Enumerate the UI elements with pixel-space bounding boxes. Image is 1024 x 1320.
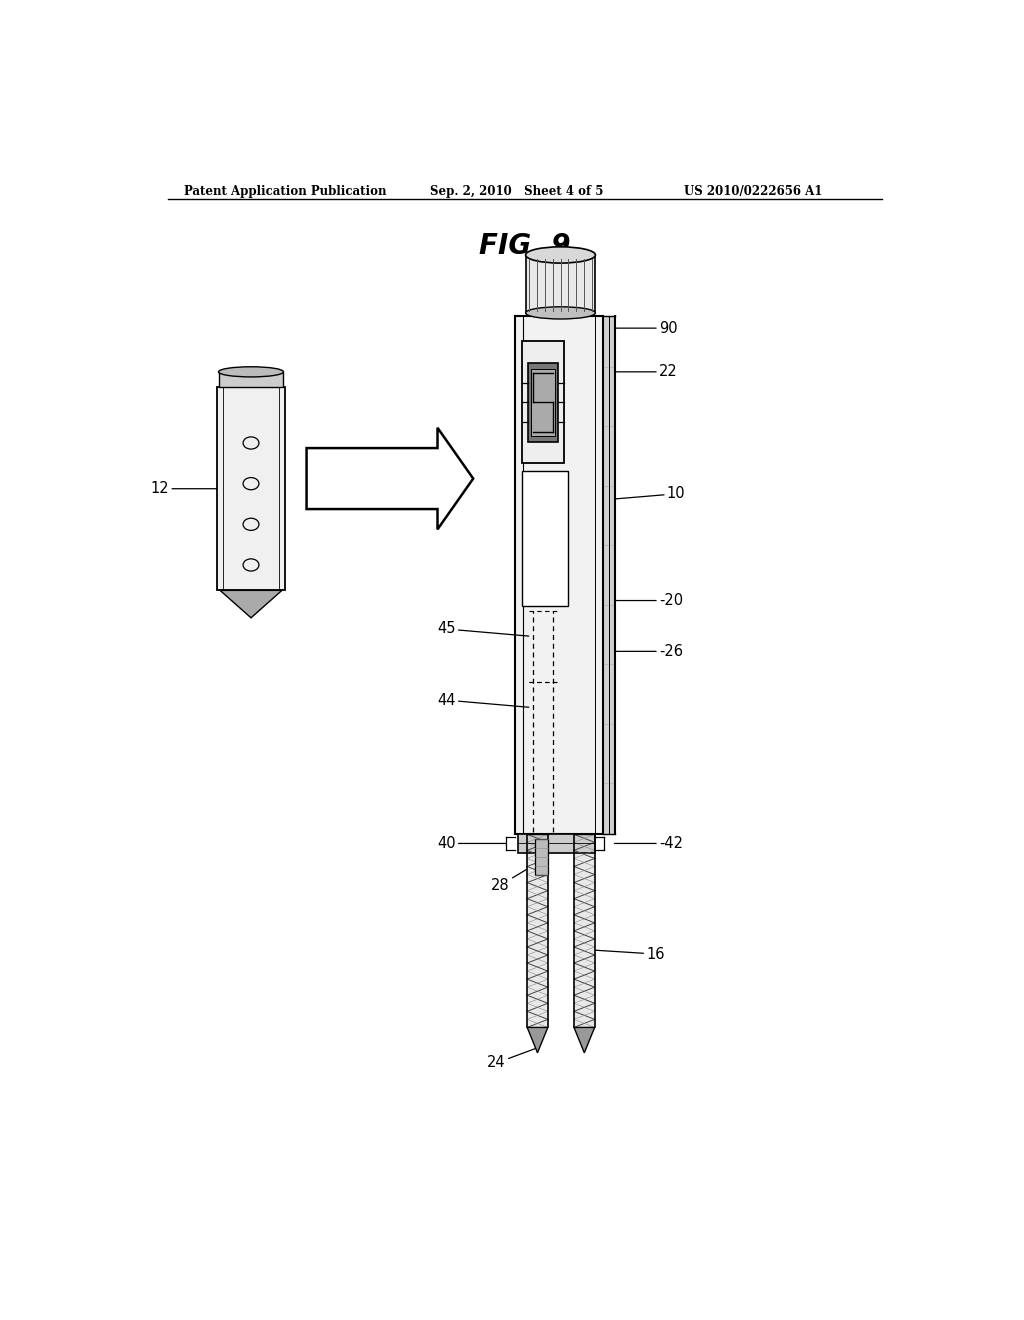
Text: 10: 10 xyxy=(615,486,685,502)
Text: 28: 28 xyxy=(492,857,548,892)
Bar xyxy=(219,372,283,387)
Ellipse shape xyxy=(218,367,284,378)
Text: FIG. 9: FIG. 9 xyxy=(479,231,570,260)
Bar xyxy=(527,834,548,1027)
Polygon shape xyxy=(574,1027,595,1053)
Polygon shape xyxy=(220,590,282,618)
Text: US 2010/0222656 A1: US 2010/0222656 A1 xyxy=(684,185,822,198)
Text: 44: 44 xyxy=(437,693,528,708)
Text: -20: -20 xyxy=(615,593,683,609)
Ellipse shape xyxy=(525,306,595,319)
Text: 90: 90 xyxy=(615,321,678,335)
Bar xyxy=(515,315,602,834)
Bar xyxy=(521,342,564,463)
Bar xyxy=(536,840,548,875)
Bar xyxy=(518,834,595,853)
Text: -26: -26 xyxy=(615,644,683,659)
Text: Patent Application Publication: Patent Application Publication xyxy=(183,185,386,198)
Polygon shape xyxy=(306,428,473,529)
Bar xyxy=(602,315,615,834)
Bar xyxy=(521,471,568,606)
Text: 12: 12 xyxy=(151,482,217,496)
Text: 16: 16 xyxy=(595,946,665,961)
Bar xyxy=(217,387,285,590)
Bar xyxy=(574,834,595,1027)
Text: 40: 40 xyxy=(437,836,506,851)
Text: Sep. 2, 2010   Sheet 4 of 5: Sep. 2, 2010 Sheet 4 of 5 xyxy=(430,185,603,198)
Text: 24: 24 xyxy=(487,1048,538,1071)
Bar xyxy=(528,363,558,442)
Bar xyxy=(525,255,595,313)
Text: -42: -42 xyxy=(614,836,683,851)
Text: 22: 22 xyxy=(615,364,678,379)
Polygon shape xyxy=(527,1027,548,1053)
Bar xyxy=(531,368,555,436)
Text: 45: 45 xyxy=(437,622,528,636)
Ellipse shape xyxy=(525,247,595,263)
